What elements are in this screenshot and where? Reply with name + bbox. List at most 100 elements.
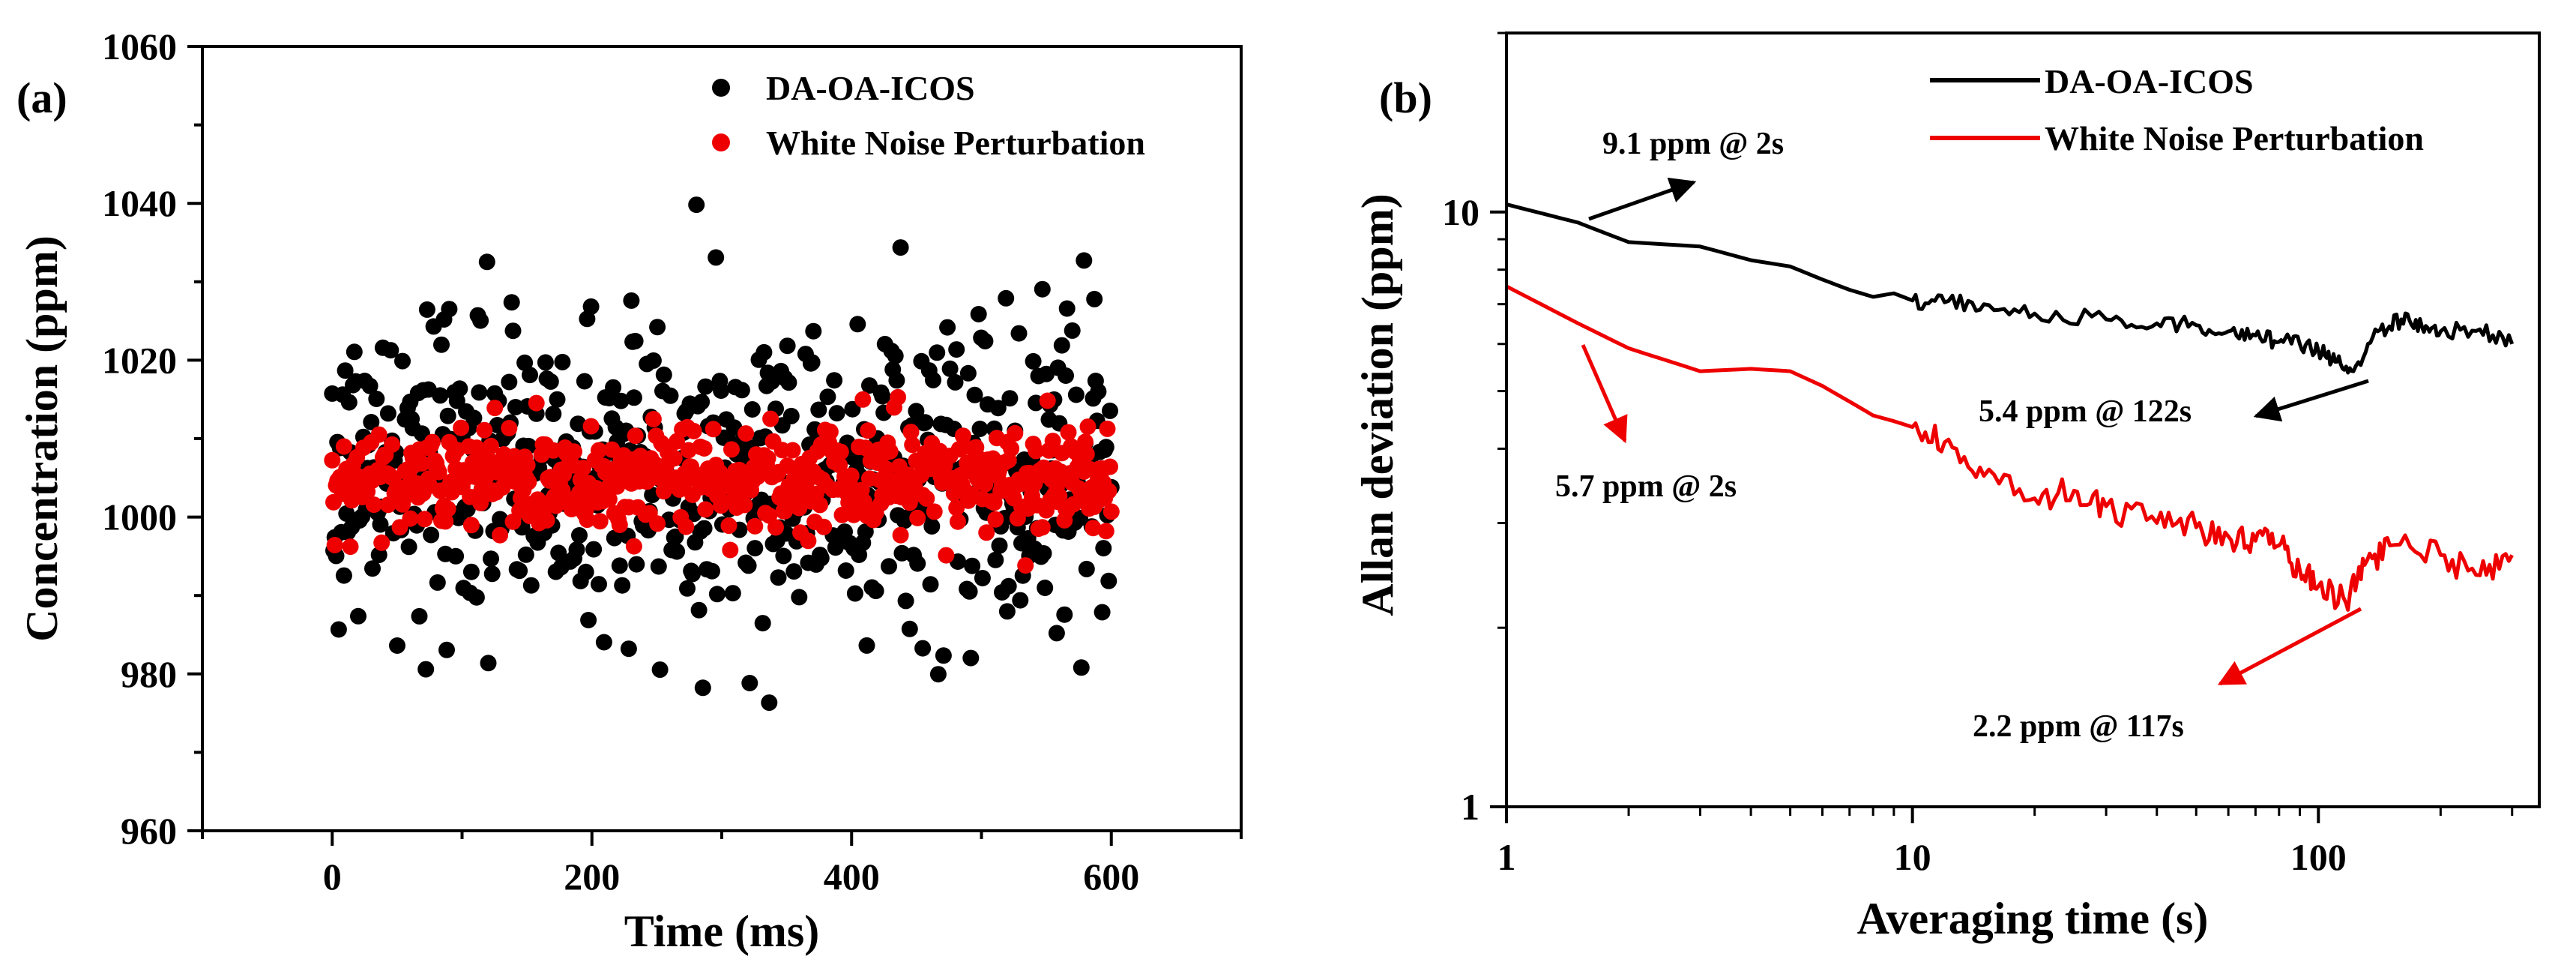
data-point-da-oa-icos	[549, 391, 566, 408]
data-point-da-oa-icos	[568, 541, 585, 558]
data-point-da-oa-icos	[1010, 325, 1028, 342]
data-point-da-oa-icos	[770, 569, 787, 586]
x-tick-label: 100	[2290, 836, 2347, 878]
data-point-da-oa-icos	[1094, 604, 1111, 621]
data-point-white-noise	[1017, 557, 1034, 574]
data-point-da-oa-icos	[947, 373, 964, 391]
x-tick-label: 600	[1083, 856, 1139, 898]
data-point-da-oa-icos	[922, 576, 939, 593]
y-tick-label: 1000	[102, 496, 177, 538]
data-point-da-oa-icos	[974, 570, 991, 586]
data-point-da-oa-icos	[576, 373, 593, 390]
data-point-da-oa-icos	[379, 405, 396, 422]
data-point-da-oa-icos	[948, 341, 965, 358]
data-point-da-oa-icos	[989, 400, 1007, 417]
data-point-da-oa-icos	[1034, 280, 1051, 298]
data-point-white-noise	[784, 442, 801, 459]
data-point-da-oa-icos	[591, 576, 607, 593]
data-point-da-oa-icos	[364, 560, 381, 577]
panel-b-label: (b)	[1379, 73, 1432, 122]
data-point-da-oa-icos	[1067, 386, 1085, 403]
annotation-arrow-da-oa-icos-122s	[2253, 379, 2369, 422]
data-point-da-oa-icos	[471, 384, 488, 401]
data-point-white-noise	[566, 443, 582, 460]
data-point-da-oa-icos	[650, 558, 667, 575]
data-point-da-oa-icos	[803, 354, 821, 371]
annotation-white-noise-117s: 2.2 ppm @ 117s	[1973, 709, 2184, 744]
data-point-white-noise	[423, 433, 441, 451]
data-point-da-oa-icos	[966, 386, 983, 403]
data-point-da-oa-icos	[542, 373, 559, 390]
annotation-arrow-white-noise-2s	[1581, 343, 1628, 444]
panel-a-y-ticks: 960 980 1000 1020 1040 1060	[102, 25, 202, 852]
data-point-white-noise	[1097, 523, 1114, 540]
data-point-da-oa-icos	[1076, 252, 1093, 269]
panel-b-legend: DA-OA-ICOS White Noise Perturbation	[1930, 62, 2424, 157]
data-point-white-noise	[987, 511, 1004, 528]
data-point-white-noise	[483, 437, 499, 454]
series-line-da-oa-icos	[1506, 202, 2515, 375]
data-point-da-oa-icos	[605, 379, 622, 396]
data-point-white-noise	[591, 442, 607, 459]
data-point-da-oa-icos	[372, 516, 389, 533]
y-tick-label: 1020	[102, 339, 177, 381]
data-point-da-oa-icos	[441, 301, 458, 318]
data-point-da-oa-icos	[611, 557, 628, 574]
data-point-white-noise	[892, 526, 909, 544]
data-point-white-noise	[342, 538, 359, 556]
data-point-da-oa-icos	[550, 544, 567, 562]
data-point-da-oa-icos	[423, 526, 440, 544]
data-point-white-noise	[519, 457, 536, 474]
data-point-da-oa-icos	[761, 694, 778, 712]
data-point-white-noise	[815, 518, 833, 535]
data-point-white-noise	[832, 443, 849, 460]
data-point-white-noise	[746, 517, 764, 535]
data-point-da-oa-icos	[606, 529, 623, 547]
data-point-white-noise	[800, 532, 817, 550]
data-point-da-oa-icos	[690, 601, 708, 619]
y-tick-label: 10	[1442, 191, 1479, 233]
legend-a-marker-white-noise	[712, 133, 730, 151]
panel-b-y-ticks: 1 10	[1442, 31, 1506, 828]
x-tick-label: 400	[824, 856, 880, 898]
annotation-da-oa-icos-2s: 9.1 ppm @ 2s	[1602, 127, 1784, 161]
data-point-da-oa-icos	[939, 319, 956, 336]
data-point-white-noise	[666, 450, 683, 467]
data-point-da-oa-icos	[459, 501, 476, 518]
data-point-white-noise	[904, 436, 921, 454]
data-point-white-noise	[462, 517, 480, 534]
data-point-da-oa-icos	[363, 414, 380, 430]
data-point-da-oa-icos	[368, 391, 385, 407]
data-point-white-noise	[476, 421, 493, 439]
data-point-da-oa-icos	[1097, 439, 1114, 456]
data-point-white-noise	[582, 418, 600, 435]
data-point-white-noise	[833, 506, 851, 523]
data-point-da-oa-icos	[874, 388, 891, 405]
data-point-da-oa-icos	[887, 347, 904, 364]
data-point-da-oa-icos	[991, 537, 1008, 554]
data-point-white-noise	[520, 473, 537, 490]
annotation-white-noise-2s: 5.7 ppm @ 2s	[1555, 469, 1737, 504]
data-point-white-noise	[645, 411, 662, 427]
data-point-white-noise	[373, 534, 390, 551]
data-point-da-oa-icos	[1012, 592, 1029, 609]
data-point-da-oa-icos	[570, 415, 587, 433]
data-point-da-oa-icos	[724, 585, 741, 602]
data-point-white-noise	[1051, 487, 1068, 505]
data-point-white-noise	[705, 421, 722, 438]
data-point-white-noise	[1103, 503, 1120, 520]
data-point-da-oa-icos	[740, 557, 757, 574]
data-point-white-noise	[324, 451, 341, 469]
data-point-da-oa-icos	[582, 298, 600, 315]
data-point-white-noise	[950, 513, 966, 530]
panel-a-label: (a)	[16, 73, 67, 122]
data-point-white-noise	[901, 494, 918, 511]
data-point-white-noise	[625, 538, 642, 555]
data-point-da-oa-icos	[819, 388, 836, 406]
data-point-da-oa-icos	[1102, 402, 1118, 419]
data-point-white-noise	[685, 422, 702, 439]
data-point-white-noise	[902, 424, 920, 441]
data-point-da-oa-icos	[438, 641, 455, 658]
data-point-da-oa-icos	[337, 362, 354, 379]
data-point-da-oa-icos	[669, 543, 686, 560]
